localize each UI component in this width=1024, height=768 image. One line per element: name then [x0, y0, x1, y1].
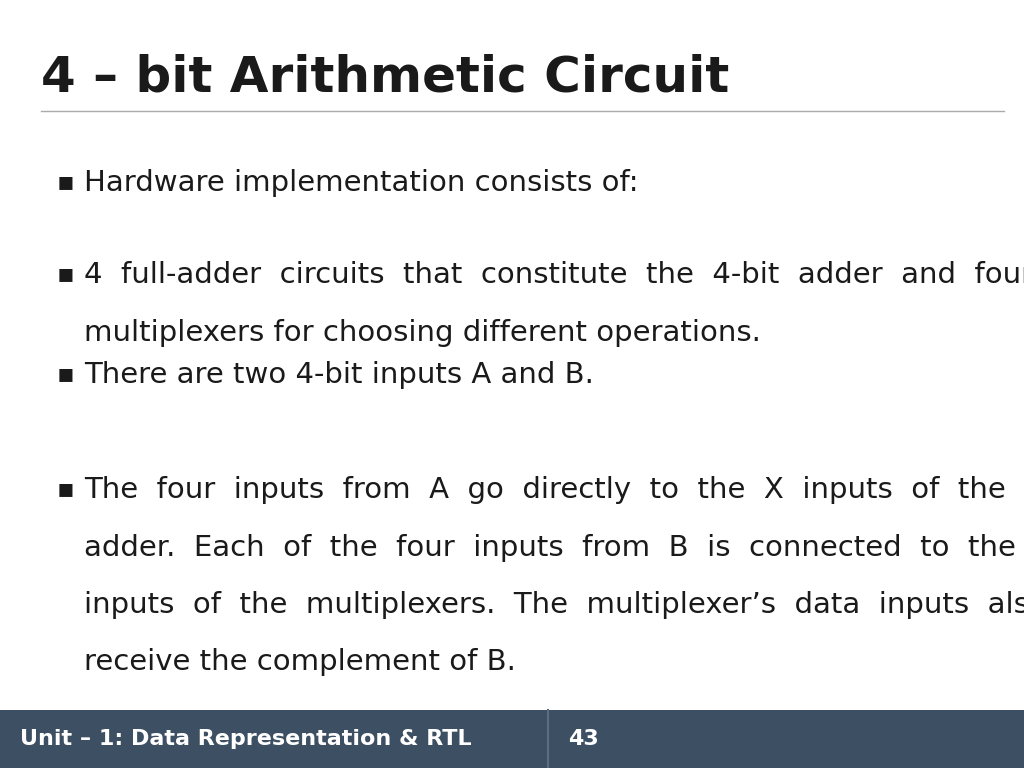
Text: receive the complement of B.: receive the complement of B. [84, 648, 516, 677]
Text: adder.  Each  of  the  four  inputs  from  B  is  connected  to  the  data: adder. Each of the four inputs from B is… [84, 534, 1024, 561]
Text: ▪: ▪ [56, 169, 74, 195]
Text: 43: 43 [568, 729, 599, 750]
Text: 4 – bit Arithmetic Circuit: 4 – bit Arithmetic Circuit [41, 54, 729, 102]
Text: 4  full-adder  circuits  that  constitute  the  4-bit  adder  and  four: 4 full-adder circuits that constitute th… [84, 261, 1024, 289]
Text: The  four  inputs  from  A  go  directly  to  the  X  inputs  of  the  binary: The four inputs from A go directly to th… [84, 476, 1024, 504]
Text: ▪: ▪ [56, 261, 74, 287]
Text: inputs  of  the  multiplexers.  The  multiplexer’s  data  inputs  also: inputs of the multiplexers. The multiple… [84, 591, 1024, 619]
Text: Unit – 1: Data Representation & RTL: Unit – 1: Data Representation & RTL [20, 729, 472, 750]
Text: ▪: ▪ [56, 476, 74, 502]
Text: multiplexers for choosing different operations.: multiplexers for choosing different oper… [84, 319, 761, 346]
Text: Hardware implementation consists of:: Hardware implementation consists of: [84, 169, 639, 197]
Bar [0, 710, 1024, 768]
Text: ▪: ▪ [56, 361, 74, 387]
Text: There are two 4-bit inputs A and B.: There are two 4-bit inputs A and B. [84, 361, 594, 389]
